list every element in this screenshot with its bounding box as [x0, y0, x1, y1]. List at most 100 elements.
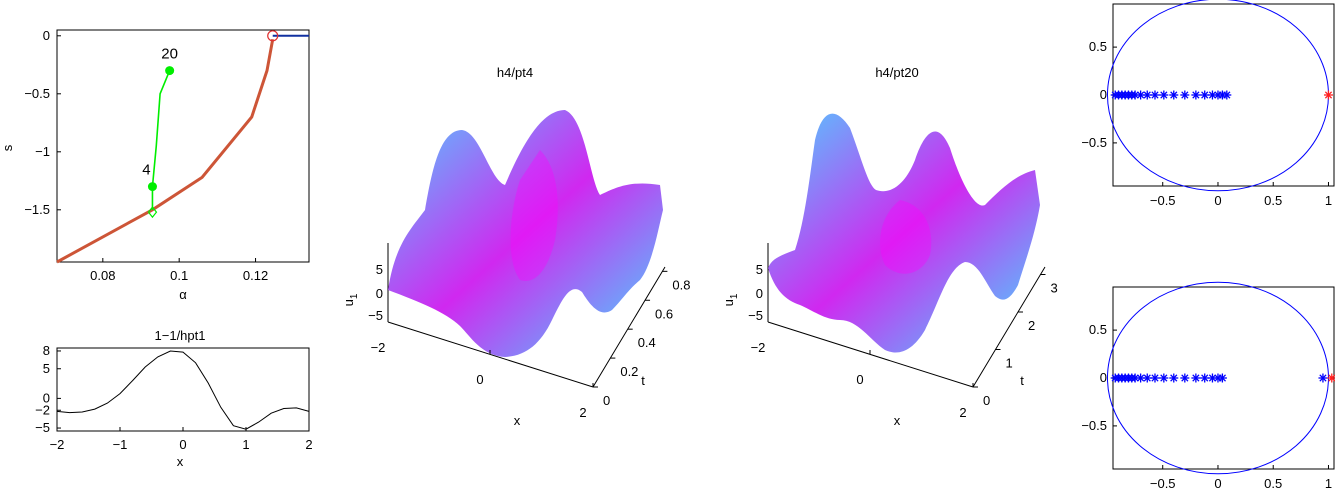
- y-tick-label: 0: [43, 28, 50, 43]
- multiplier-marker: [1159, 373, 1169, 383]
- y-tick-label: −1.5: [24, 202, 50, 217]
- plot-area: [1107, 0, 1333, 192]
- x-tick-label: 1: [1325, 193, 1332, 208]
- point-label: 20: [161, 46, 178, 63]
- multiplier-marker: [1142, 373, 1152, 383]
- z-tick-label: −5: [748, 308, 763, 323]
- multiplier-marker: [1169, 90, 1179, 100]
- star-stroke: [1192, 91, 1200, 99]
- plot-area: [1106, 281, 1335, 475]
- x-tick-label: −0.5: [1150, 193, 1176, 208]
- multiplier-marker: [1200, 90, 1210, 100]
- x-tick-label: 2: [959, 405, 966, 420]
- star-stroke: [1151, 91, 1159, 99]
- tick-group: 5 0 −5 −2 0 2 0 1 2 3: [748, 262, 1058, 420]
- x-axis-label: α: [179, 287, 187, 302]
- tick-group: −2 −1 0 1 2 5 0 −5 8 −2: [35, 343, 312, 452]
- star-stroke: [1181, 91, 1189, 99]
- point-label: 4: [142, 162, 150, 179]
- y-axis-label: s: [0, 144, 15, 151]
- x-tick-label: −0.5: [1150, 476, 1176, 490]
- multiplier-marker: [1150, 373, 1160, 383]
- y-axis-label: t: [1020, 373, 1024, 388]
- labeled-point-marker: [147, 182, 157, 192]
- y-tick-label: 0.5: [1089, 39, 1107, 54]
- y-tick-label: 0: [603, 393, 610, 408]
- star-stroke: [1201, 374, 1209, 382]
- star-stroke: [1201, 91, 1209, 99]
- star-stroke: [1208, 91, 1217, 99]
- y-tick-label: −5: [35, 420, 50, 435]
- z-axis-label: u1: [341, 293, 360, 306]
- surface-shade: [510, 150, 558, 281]
- multiplier-marker: [1159, 90, 1169, 100]
- surface: [388, 110, 663, 357]
- y-tick-label: 0.2: [620, 364, 638, 379]
- y-tick-label: 0: [983, 393, 990, 408]
- diamond-marker: [147, 206, 158, 219]
- trivial-multiplier-marker: [1323, 90, 1333, 100]
- multiplier-marker: [1169, 373, 1179, 383]
- x-tick-label: −2: [371, 340, 386, 355]
- hopf-branch-line: [151, 70, 171, 210]
- x-tick-label: −1: [113, 437, 128, 452]
- z-tick-label: 5: [376, 262, 383, 277]
- star-stroke: [1192, 374, 1200, 382]
- y-tick-label: −0.5: [1081, 418, 1107, 433]
- multiplier-marker: [1142, 90, 1152, 100]
- multiplier-marker: [1318, 373, 1328, 383]
- y-tick-label: 0.6: [655, 306, 673, 321]
- tick-group: 5 0 −5 −2 0 2 0 0.20.4 0.6 0.8: [368, 262, 690, 420]
- x-tick-label: 0: [1214, 193, 1221, 208]
- surface-panel-pt20: h4/pt20 5 0 −5 −2 0 2 0 1 2 3 x t u1: [721, 65, 1058, 428]
- bifurcation-panel: 0.08 0.1 0.12 0 −0.5 −1 −1.5 20 4 α s: [0, 28, 310, 302]
- x-tick-label: 0: [856, 372, 863, 387]
- profile-line: [56, 350, 310, 430]
- x-tick-label: 0: [476, 372, 483, 387]
- x-axis-label: x: [894, 413, 901, 428]
- star-stroke: [1170, 91, 1178, 99]
- star-stroke: [1160, 91, 1168, 99]
- y-tick-label: 5: [43, 361, 50, 376]
- y-tick-label: 0: [43, 390, 50, 405]
- y-tick-label: −1: [35, 144, 50, 159]
- y-tick-label: 0.8: [672, 277, 690, 292]
- star-stroke: [1170, 374, 1178, 382]
- multiplier-marker: [1191, 90, 1201, 100]
- x-tick-label: 0: [179, 437, 186, 452]
- star-stroke: [1324, 91, 1333, 99]
- x-tick-label: 0.1: [170, 268, 188, 283]
- x-tick-label: 0.08: [90, 268, 115, 283]
- star-stroke: [1319, 374, 1327, 382]
- x-tick-label: 0.5: [1264, 476, 1282, 490]
- tick-group: 0.08 0.1 0.12 0 −0.5 −1 −1.5: [24, 28, 268, 283]
- chart-title: 1−1/hpt1: [155, 328, 206, 343]
- star-stroke: [1218, 374, 1227, 382]
- star-stroke: [1328, 374, 1335, 382]
- x-tick-label: 1: [242, 437, 249, 452]
- y-tick-label: 3: [1051, 281, 1058, 296]
- plot-frame: [56, 29, 310, 263]
- star-stroke: [1131, 374, 1139, 382]
- star-stroke: [1143, 91, 1151, 99]
- star-stroke: [1181, 374, 1189, 382]
- y-tick-label: 8: [43, 343, 50, 358]
- x-tick-label: −2: [751, 340, 766, 355]
- axis-box: [387, 243, 666, 388]
- y-tick-label: 1: [1006, 356, 1013, 371]
- multiplier-marker: [1217, 373, 1227, 383]
- multipliers-panel-bottom: −0.5 0 0.5 1 0.5 0 −0.5: [1081, 281, 1335, 491]
- x-axis-label: x: [177, 454, 184, 469]
- plot-area: [56, 350, 310, 430]
- multiplier-marker: [1180, 90, 1190, 100]
- multiplier-marker: [1180, 373, 1190, 383]
- star-stroke: [1160, 374, 1168, 382]
- star-stroke: [1137, 374, 1145, 382]
- y-tick-label: 0: [1100, 370, 1107, 385]
- chart-title: h4/pt4: [497, 65, 533, 80]
- z-axis-label: u1: [721, 293, 740, 306]
- star-stroke: [1208, 374, 1217, 382]
- multiplier-marker: [1136, 373, 1146, 383]
- surface-panel-pt4: h4/pt4 5 0 −5 −2 0 2 0 0.20.4 0.6 0.8 x t u1: [341, 65, 690, 428]
